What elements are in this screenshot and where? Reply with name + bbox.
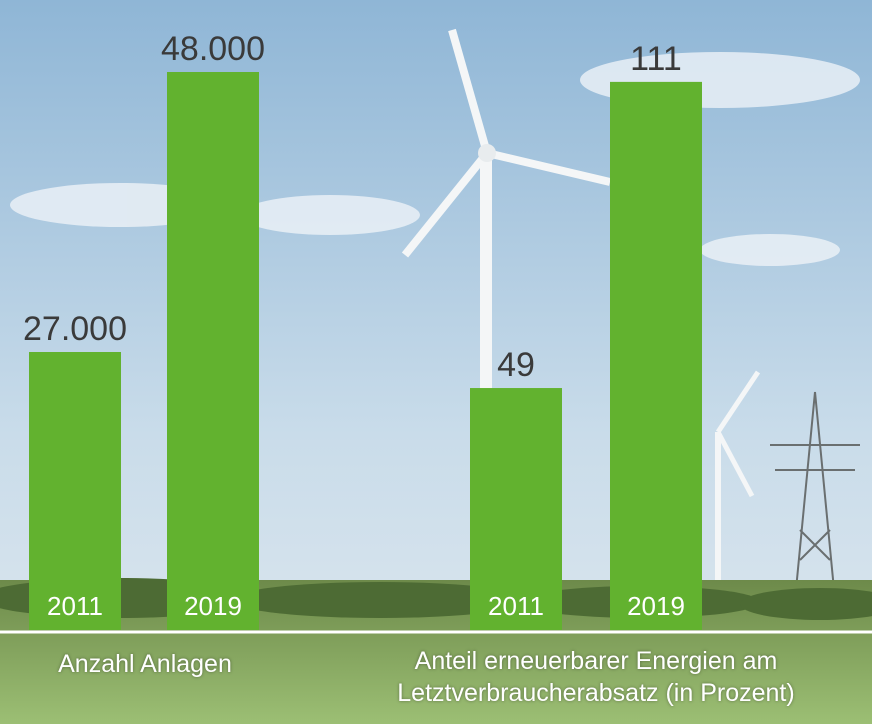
value-label: 27.000 — [23, 310, 127, 348]
group-label: Anzahl Anlagen — [0, 648, 290, 680]
bar — [167, 72, 259, 630]
group-label: Anteil erneuerbarer Energien am Letztver… — [320, 645, 872, 709]
category-label: 2011 — [488, 591, 544, 621]
value-label: 111 — [630, 40, 682, 78]
bar — [610, 82, 702, 630]
value-label: 48.000 — [161, 30, 265, 68]
value-label: 49 — [497, 346, 535, 384]
category-label: 2011 — [47, 591, 103, 621]
category-label: 2019 — [627, 591, 685, 621]
chart: 27.000 2011 48.000 2019 49 2011 111 2019 — [0, 0, 872, 724]
category-label: 2019 — [184, 591, 242, 621]
bar — [29, 352, 121, 630]
chart-page: 27.000 2011 48.000 2019 49 2011 111 2019 Anzahl… — [0, 0, 872, 724]
